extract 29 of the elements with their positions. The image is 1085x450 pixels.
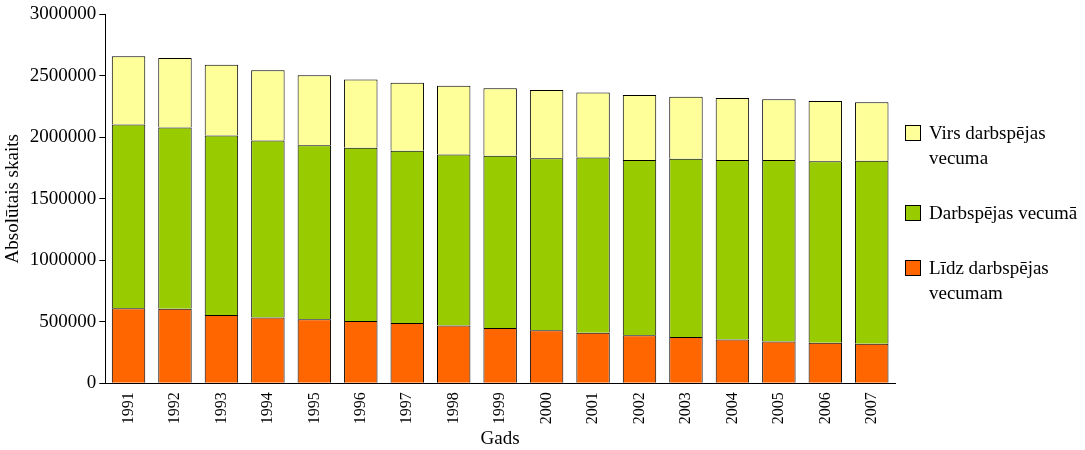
legend-label: Līdz darbspējas vecumam	[929, 256, 1050, 305]
y-tick-label: 0	[86, 371, 97, 393]
x-axis-title: Gads	[480, 426, 520, 448]
y-tick-label: 500000	[39, 309, 97, 331]
x-tick-label: 2003	[676, 392, 694, 425]
legend-label: Darbspējas vecumā	[929, 201, 1078, 225]
y-tick-label: 1500000	[29, 186, 97, 208]
y-axis-title: Absolūtais skaits	[1, 134, 23, 264]
x-tick-label: 1995	[304, 392, 322, 425]
y-tick-label: 2500000	[29, 63, 97, 85]
x-tick-label: 1998	[443, 392, 461, 425]
y-tick-label: 3000000	[29, 2, 97, 24]
legend-label: Virs darbspējas vecuma	[929, 121, 1047, 170]
x-tick-label: 1997	[397, 392, 415, 425]
x-tick-label: 1994	[258, 392, 276, 425]
x-tick-label: 1991	[118, 392, 136, 425]
x-tick-label: 1996	[350, 392, 368, 425]
x-tick-label: 2000	[536, 392, 554, 425]
x-tick-label: 2006	[815, 392, 833, 425]
x-tick-label: 2002	[629, 392, 647, 425]
x-tick-label: 1993	[211, 392, 229, 425]
x-tick-label: 2007	[861, 392, 879, 425]
y-tick-label: 1000000	[29, 248, 97, 270]
x-tick-label: 2004	[722, 392, 740, 425]
x-tick-label: 2001	[583, 392, 601, 425]
x-tick-label: 1992	[165, 392, 183, 425]
y-tick-label: 2000000	[29, 125, 97, 147]
x-tick-label: 2005	[769, 392, 787, 425]
x-tick-label: 1999	[490, 392, 508, 425]
